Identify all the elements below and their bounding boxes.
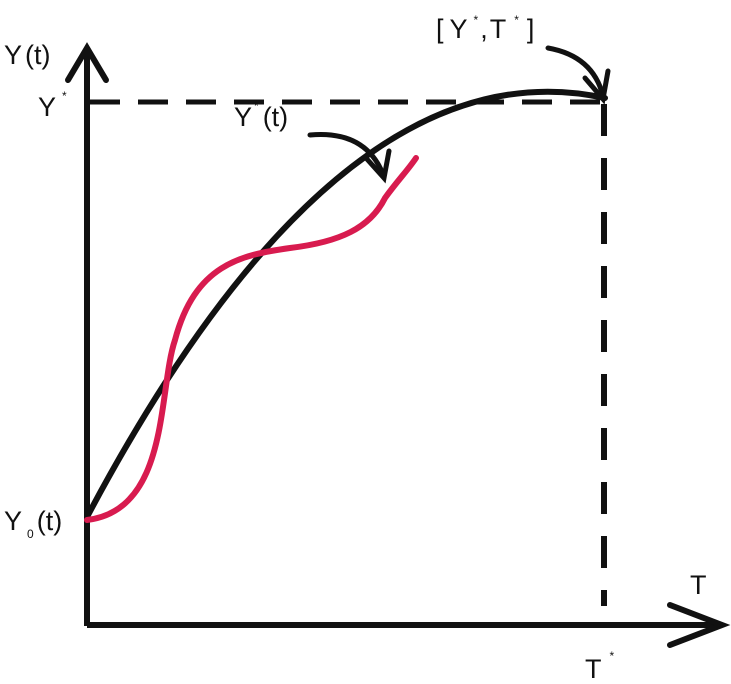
endpoint-pointer (545, 45, 606, 99)
t-target-label: T * (585, 649, 615, 684)
x-axis-label: T (690, 570, 707, 600)
endpoint-pointer-arrowhead (582, 68, 611, 105)
endpoint-label: [Y *,T *] (436, 13, 534, 44)
y-axis-arrowhead (65, 42, 109, 83)
optimal-curve-pointer (307, 131, 386, 177)
y-target-label: Y * (38, 89, 67, 122)
optimal-curve-pointer-arrowhead (363, 148, 392, 184)
optimal-trajectory-curve (84, 88, 608, 520)
actual-trajectory-curve (84, 155, 419, 523)
y-axis-label: Y (t) (4, 40, 51, 70)
x-axis-arrowhead (667, 602, 731, 648)
optimal-curve-label: Y * (t) (234, 99, 288, 132)
y-start-label: Y 0 (t) (4, 506, 62, 541)
